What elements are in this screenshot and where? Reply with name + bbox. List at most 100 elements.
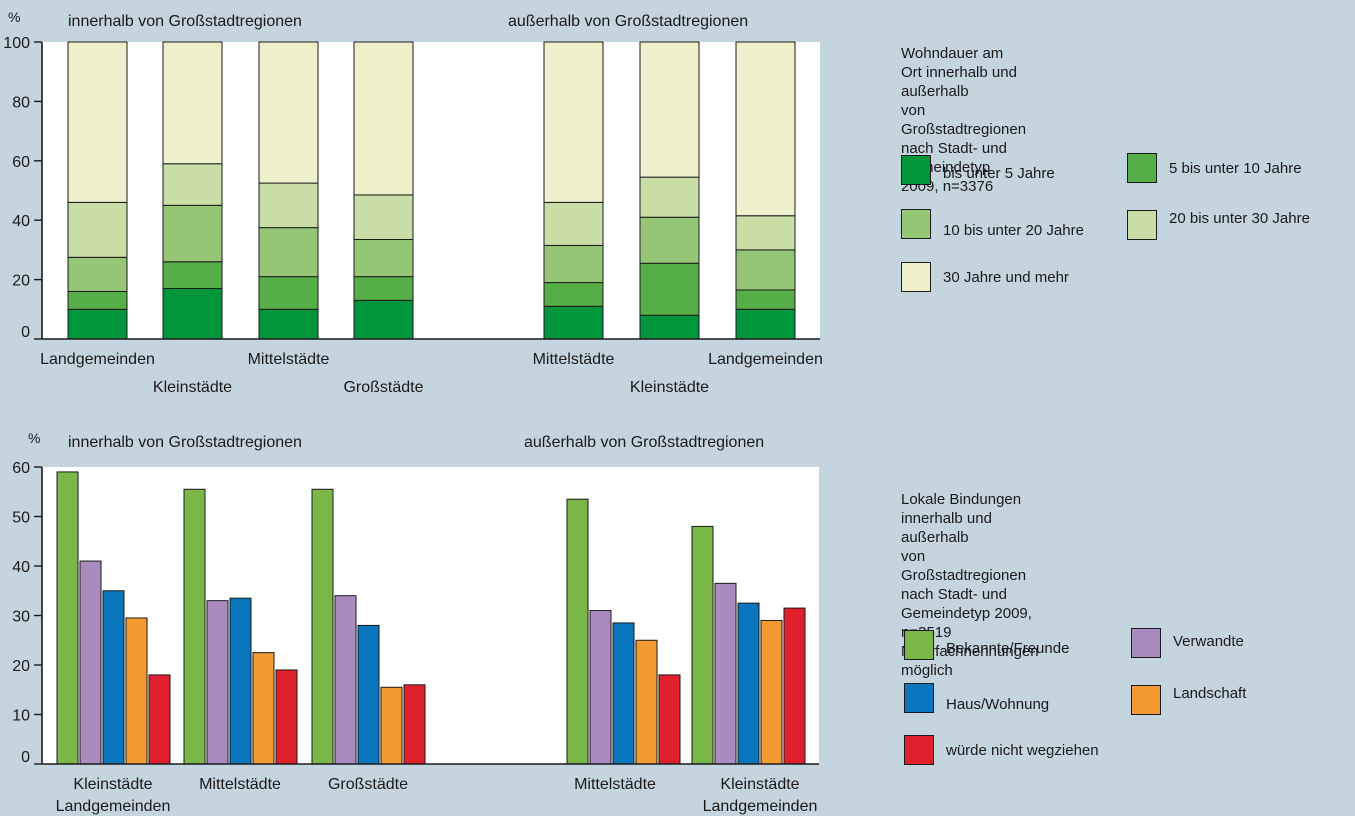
x-tick-label: Mittelstädte: [574, 776, 656, 793]
bar-segment: [162, 288, 223, 340]
y-tick-label: 40: [12, 213, 30, 230]
chart-lokale-bindungen: % innerhalb von Großstadtregionen außerh…: [12, 430, 819, 815]
x-tick-label: Großstädte: [328, 776, 408, 793]
legend-item: 20 bis unter 30 Jahre: [1127, 210, 1310, 240]
bar-segment: [258, 308, 319, 340]
x-tick-label: Landgemeinden: [708, 351, 823, 368]
y-tick-label: 100: [3, 35, 30, 52]
legend-title: Wohndauer am Ort innerhalb und außerhalb…: [901, 45, 1027, 195]
bar-segment: [258, 182, 319, 229]
bar: [589, 610, 612, 765]
bar-segment: [162, 261, 223, 290]
bar-segment: [639, 314, 700, 340]
y-tick-label: 50: [12, 510, 30, 527]
x-labels: Kleinstädte Landgemeinden Mittelstädte Groß…: [56, 776, 818, 815]
legend-swatch: [1127, 153, 1157, 183]
legend-item: Bekannte/Freunde: [904, 630, 1069, 660]
legend-item: 30 Jahre und mehr: [901, 262, 1069, 292]
legend-swatch: [1131, 685, 1161, 715]
bar: [760, 619, 783, 765]
bar-segment: [353, 41, 414, 196]
bar-segment: [67, 41, 128, 203]
bar: [275, 669, 298, 765]
x-tick-label: Kleinstädte: [630, 379, 709, 396]
bar: [252, 652, 275, 765]
chart-wohndauer: % innerhalb von Großstadtregionen außerh…: [3, 9, 823, 396]
bar-segment: [258, 227, 319, 278]
y-tick-label: 40: [12, 559, 30, 576]
bar-segment: [639, 41, 700, 178]
x-tick-label: Landgemeinden: [703, 798, 818, 815]
bar-segment: [162, 204, 223, 263]
bar-segment: [543, 41, 604, 203]
plot-area: [42, 42, 820, 339]
bar: [380, 686, 403, 765]
y-axis-unit: %: [28, 430, 40, 446]
bar: [334, 595, 357, 765]
y-axis-unit: %: [8, 9, 20, 25]
bar: [79, 560, 102, 765]
y-tick-label: 0: [21, 749, 30, 766]
bars: [67, 41, 796, 340]
bar-segment: [639, 262, 700, 316]
bar: [612, 622, 635, 765]
y-tick-label: 80: [12, 94, 30, 111]
bar-segment: [258, 41, 319, 184]
bar-segment: [735, 289, 796, 310]
x-tick-label: Kleinstädte: [73, 776, 152, 793]
legend-swatch: [904, 683, 934, 713]
legend-label: Verwandte: [1173, 632, 1244, 650]
bar-segment: [162, 163, 223, 206]
legend-swatch: [901, 262, 931, 292]
bar-segment: [543, 305, 604, 340]
legend-item: 10 bis unter 20 Jahre: [901, 208, 1084, 239]
legend-item: Verwandte: [1131, 628, 1244, 658]
bar-segment: [543, 282, 604, 307]
y-tick-label: 10: [12, 708, 30, 725]
legend-swatch: [901, 208, 931, 239]
legend-item: würde nicht wegziehen: [904, 735, 1099, 765]
bar: [737, 602, 760, 765]
legend-label: Landschaft: [1173, 684, 1247, 702]
group-label-outer: außerhalb von Großstadtregionen: [524, 434, 764, 451]
bar: [183, 488, 206, 765]
bar-segment: [67, 256, 128, 292]
bar: [658, 674, 681, 765]
legend-label: Bekannte/Freunde: [946, 639, 1070, 657]
x-tick-label: Landgemeinden: [56, 798, 171, 815]
y-tick-label: 60: [12, 460, 30, 477]
legend-item: 5 bis unter 10 Jahre: [1127, 153, 1302, 183]
x-labels: Landgemeinden Kleinstädte Mittelstädte Groß…: [40, 351, 823, 396]
bar-segment: [735, 41, 796, 217]
bar: [311, 488, 334, 765]
y-tick-label: 0: [21, 324, 30, 341]
legend-swatch: [904, 630, 934, 660]
bar-segment: [353, 194, 414, 241]
bar: [691, 525, 714, 765]
bar: [566, 498, 589, 765]
bar-segment: [353, 276, 414, 301]
x-tick-label: Großstädte: [343, 379, 423, 396]
legend-item: Haus/Wohnung: [904, 683, 1049, 713]
legend-swatch: [901, 155, 931, 185]
legend-item: bis unter 5 Jahre: [901, 155, 1055, 185]
legend-label: würde nicht wegziehen: [946, 741, 1099, 759]
bar-segment: [639, 216, 700, 264]
bar: [783, 607, 806, 765]
bar-segment: [543, 201, 604, 246]
bar: [635, 639, 658, 765]
y-tick-label: 20: [12, 658, 30, 675]
y-tick-label: 30: [12, 609, 30, 626]
bar: [714, 582, 737, 765]
bar-segment: [67, 308, 128, 340]
legend-label: 30 Jahre und mehr: [943, 268, 1069, 286]
y-tick-label: 60: [12, 154, 30, 171]
plot-area: [42, 467, 819, 764]
bar-segment: [353, 239, 414, 278]
y-tick-label: 20: [12, 273, 30, 290]
y-ticks: 0 10 20 30 40 50 60: [12, 460, 42, 766]
bar: [229, 597, 252, 765]
x-tick-label: Mittelstädte: [199, 776, 281, 793]
legend-swatch: [1127, 210, 1157, 240]
